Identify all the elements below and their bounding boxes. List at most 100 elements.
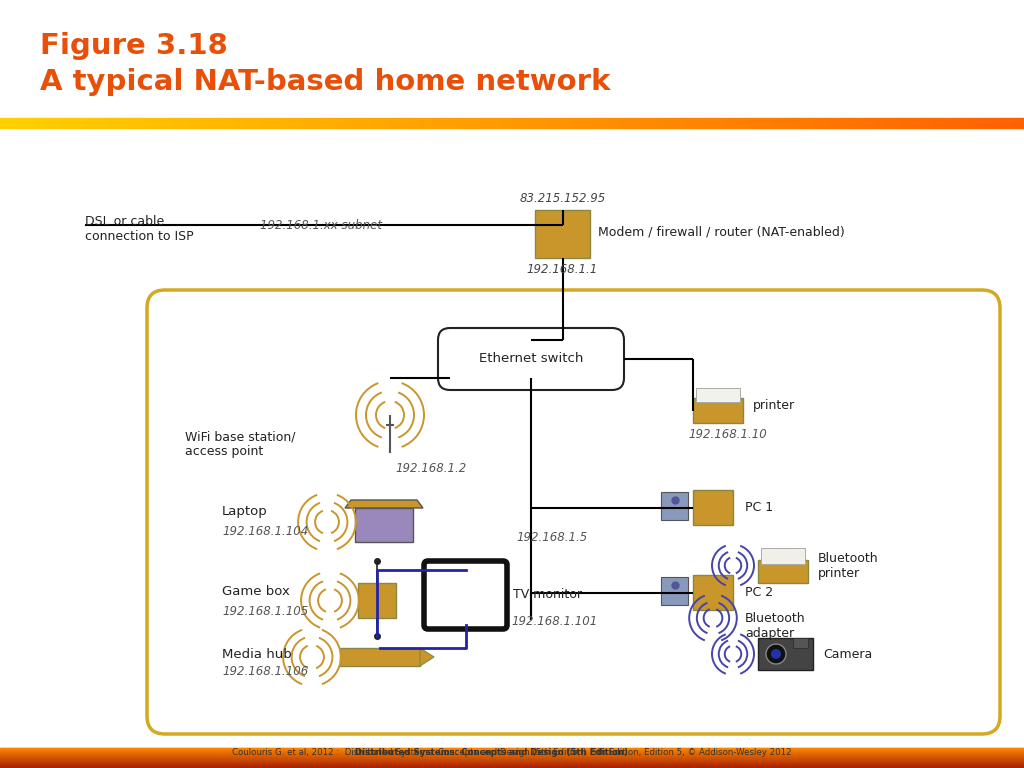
Bar [693, 575, 733, 610]
Polygon shape [345, 500, 423, 508]
Bar [773, 118, 778, 128]
Bar [543, 118, 548, 128]
Bar [855, 118, 860, 128]
Bar [860, 118, 865, 128]
Bar [512, 118, 517, 128]
Bar [558, 118, 563, 128]
Polygon shape [420, 648, 434, 666]
Text: 192.168.1.1: 192.168.1.1 [527, 263, 598, 276]
Bar [993, 118, 998, 128]
FancyBboxPatch shape [438, 328, 624, 390]
Bar [374, 118, 379, 128]
Bar [1009, 118, 1014, 128]
Bar [819, 118, 824, 128]
Bar [620, 118, 625, 128]
Bar [870, 118, 876, 128]
Bar [200, 118, 205, 128]
Text: Game box: Game box [222, 585, 290, 598]
Bar [451, 118, 456, 128]
Bar [179, 118, 184, 128]
Bar [261, 118, 266, 128]
Bar [276, 118, 282, 128]
Bar [676, 118, 681, 128]
Text: 192.168.1.105: 192.168.1.105 [222, 605, 308, 618]
Bar [809, 118, 814, 128]
Bar [143, 118, 148, 128]
Bar [399, 118, 404, 128]
Bar [876, 118, 881, 128]
Bar [783, 118, 788, 128]
Bar [15, 118, 20, 128]
Bar [761, 548, 805, 564]
Bar [988, 118, 993, 128]
Bar [67, 118, 72, 128]
Bar [655, 118, 660, 128]
Bar [778, 118, 783, 128]
Bar [492, 118, 497, 128]
Bar [51, 118, 56, 128]
Bar [108, 118, 113, 128]
Bar [225, 118, 230, 128]
Bar [195, 118, 200, 128]
Bar [404, 118, 410, 128]
Bar [666, 118, 671, 128]
Bar [154, 118, 159, 128]
Bar [701, 118, 707, 128]
Bar [973, 118, 978, 128]
Text: 192.168.1.5: 192.168.1.5 [516, 531, 587, 544]
Bar [660, 118, 666, 128]
Bar [748, 118, 753, 128]
Bar [845, 118, 850, 128]
Circle shape [771, 649, 781, 659]
Bar [1019, 118, 1024, 128]
Bar [901, 118, 906, 128]
Bar [763, 118, 768, 128]
Text: 192.168.1.2: 192.168.1.2 [395, 462, 466, 475]
Bar [369, 118, 374, 128]
Bar [527, 118, 532, 128]
Bar [425, 118, 430, 128]
Bar [691, 118, 696, 128]
Bar [26, 118, 31, 128]
Bar [102, 118, 108, 128]
Bar [707, 118, 712, 128]
Bar [364, 118, 369, 128]
Bar [486, 118, 492, 128]
Bar [835, 118, 840, 128]
Bar [343, 118, 348, 128]
Bar [532, 118, 538, 128]
Bar [435, 118, 440, 128]
Bar [589, 118, 594, 128]
Bar [814, 118, 819, 128]
Text: Camera: Camera [823, 647, 872, 660]
Bar [758, 560, 808, 583]
Bar [693, 490, 733, 525]
Bar [230, 118, 236, 128]
Bar [963, 118, 968, 128]
Bar [256, 118, 261, 128]
Bar [394, 118, 399, 128]
Bar [942, 118, 947, 128]
Bar [389, 118, 394, 128]
Bar [236, 118, 241, 128]
Bar [584, 118, 589, 128]
Text: Modem / firewall / router (NAT-enabled): Modem / firewall / router (NAT-enabled) [598, 225, 845, 238]
Bar [614, 118, 620, 128]
Bar [640, 118, 645, 128]
Text: TV monitor: TV monitor [513, 588, 582, 601]
Bar [317, 118, 323, 128]
Circle shape [766, 644, 786, 664]
Bar [522, 118, 527, 128]
Bar [563, 118, 568, 128]
Bar [662, 577, 688, 605]
Bar [881, 118, 886, 128]
Bar [568, 118, 573, 128]
Bar [174, 118, 179, 128]
Bar [978, 118, 983, 128]
FancyBboxPatch shape [424, 561, 507, 629]
Bar [271, 118, 276, 128]
Bar [609, 118, 614, 128]
Bar [686, 118, 691, 128]
Text: DSL or cable
connection to ISP: DSL or cable connection to ISP [85, 215, 194, 243]
Bar [82, 118, 87, 128]
